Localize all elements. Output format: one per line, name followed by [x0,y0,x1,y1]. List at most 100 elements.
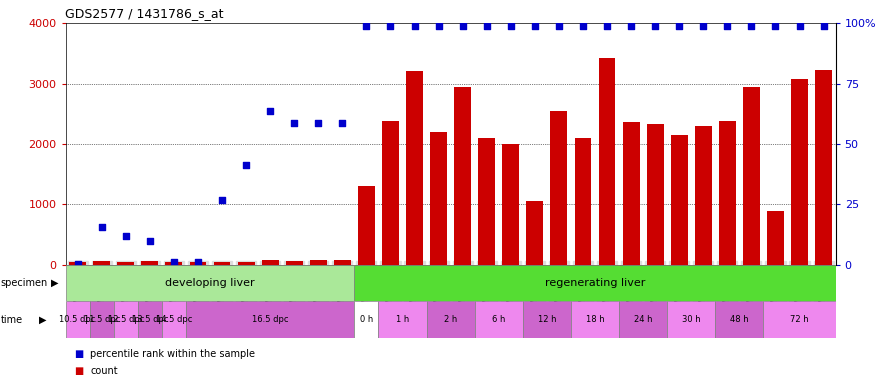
Text: regenerating liver: regenerating liver [545,278,645,288]
Bar [502,144,519,265]
Text: developing liver: developing liver [165,278,255,288]
Bar [406,71,423,265]
Point [552,23,566,29]
Point [480,23,494,29]
Bar [379,301,427,338]
Bar [523,301,571,338]
Point [360,23,374,29]
Point [648,23,662,29]
Bar [475,301,523,338]
Bar [354,301,379,338]
Bar [286,262,303,265]
Bar [310,260,326,265]
Bar [598,58,615,265]
Point [143,238,157,245]
Point [768,23,782,29]
Point [672,23,686,29]
Text: GDS2577 / 1431786_s_at: GDS2577 / 1431786_s_at [65,7,223,20]
Point [793,23,807,29]
Bar [527,201,543,265]
Point [239,162,253,168]
Point [263,108,277,114]
Text: 18 h: 18 h [585,315,605,324]
Bar [479,138,495,265]
Bar [695,126,711,265]
Text: 13.5 dpc: 13.5 dpc [131,315,168,324]
Bar [358,186,374,265]
Text: 10.5 dpc: 10.5 dpc [60,315,96,324]
Point [600,23,614,29]
Bar [620,301,668,338]
Bar [138,301,162,338]
Bar [66,301,90,338]
Point [431,23,445,29]
Bar [165,262,182,265]
Text: 6 h: 6 h [492,315,506,324]
Point [71,261,85,267]
Bar [66,265,354,301]
Bar [334,260,351,265]
Text: 2 h: 2 h [444,315,458,324]
Bar [142,262,158,265]
Bar [238,262,255,265]
Point [335,120,349,126]
Bar [427,301,475,338]
Point [720,23,734,29]
Bar [186,301,354,338]
Text: percentile rank within the sample: percentile rank within the sample [90,349,256,359]
Bar [354,265,836,301]
Bar [716,301,763,338]
Bar [719,121,736,265]
Bar [791,79,808,265]
Bar [767,210,784,265]
Point [745,23,759,29]
Text: 11.5 dpc: 11.5 dpc [83,315,120,324]
Bar [190,262,206,265]
Point [94,224,108,230]
Bar [162,301,186,338]
Bar [214,262,230,265]
Bar [571,301,620,338]
Text: 0 h: 0 h [360,315,373,324]
Point [456,23,470,29]
Bar [763,301,836,338]
Text: count: count [90,366,118,376]
Point [119,233,133,239]
Text: 72 h: 72 h [790,315,808,324]
Bar [743,86,760,265]
Text: 12.5 dpc: 12.5 dpc [108,315,144,324]
Point [576,23,590,29]
Bar [647,124,663,265]
Point [696,23,710,29]
Bar [454,86,471,265]
Text: 12 h: 12 h [537,315,556,324]
Text: 30 h: 30 h [682,315,701,324]
Bar [90,301,114,338]
Point [215,197,229,203]
Bar [671,135,688,265]
Point [504,23,518,29]
Text: 14.5 dpc: 14.5 dpc [156,315,192,324]
Bar [114,301,138,338]
Bar [117,262,134,265]
Point [287,120,301,126]
Point [383,23,397,29]
Point [167,259,181,265]
Text: 48 h: 48 h [730,315,749,324]
Bar [623,122,640,265]
Text: 1 h: 1 h [396,315,410,324]
Point [191,259,205,265]
Point [528,23,542,29]
Bar [430,132,447,265]
Text: specimen: specimen [1,278,48,288]
Point [816,23,830,29]
Point [312,120,326,126]
Text: ▶: ▶ [51,278,59,288]
Point [408,23,422,29]
Bar [94,262,110,265]
Bar [550,111,567,265]
Text: 16.5 dpc: 16.5 dpc [252,315,289,324]
Bar [69,262,86,265]
Bar [262,260,278,265]
Bar [575,138,592,265]
